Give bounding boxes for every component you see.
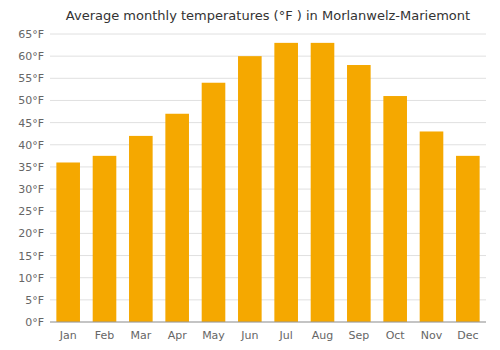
bars [56,43,479,322]
x-tick-label: Jan [59,329,77,342]
x-tick-label: Sep [348,329,369,342]
y-tick-label: 15°F [18,250,44,263]
x-tick-label: Feb [95,329,114,342]
grid-line [50,122,486,123]
x-axis-line [50,322,486,323]
y-tick-label: 20°F [18,227,44,240]
y-tick-label: 45°F [18,117,44,130]
y-tick-label: 55°F [18,72,44,85]
bar [274,43,298,322]
bar [238,56,262,322]
bar [456,156,480,322]
bar [420,131,444,322]
bar [93,156,117,322]
bar [56,162,80,322]
x-tick-label: Mar [130,329,151,342]
title: Average monthly temperatures (°F ) in Mo… [66,8,470,23]
x-tick-label: May [202,329,225,342]
x-tick-label: Aug [312,329,333,342]
y-tick-label: 10°F [18,272,44,285]
bar [165,114,189,322]
x-tick-label: Jun [240,329,258,342]
bar [311,43,335,322]
bar [129,136,153,322]
x-axis: Jan Feb Mar Apr May Jun Jul Aug Sep Oct Nov Dec [59,329,479,342]
grid-line [50,34,486,35]
grid-line [50,78,486,79]
grid-line [50,100,486,101]
y-tick-label: 65°F [18,28,44,41]
bar [383,96,407,322]
y-tick-label: 0°F [25,316,44,329]
y-axis: 0°F 5°F 10°F 15°F 20°F 25°F 30°F 35°F 40°F 45°F 50… [18,28,44,329]
bar [347,65,371,322]
x-tick-label: Jul [279,329,293,342]
y-tick-label: 35°F [18,161,44,174]
page: {"chart_data": {"type": "bar", "title": … [0,0,500,350]
grid-line [50,56,486,57]
y-tick-label: 5°F [25,294,44,307]
y-tick-label: 60°F [18,50,44,63]
y-tick-label: 40°F [18,139,44,152]
y-tick-label: 30°F [18,183,44,196]
y-tick-label: 50°F [18,94,44,107]
x-tick-label: Nov [421,329,443,342]
bar [202,83,226,322]
y-tick-label: 25°F [18,205,44,218]
chart: Average monthly temperatures (°F ) in Mo… [0,0,500,350]
grid [50,34,486,322]
x-tick-label: Oct [386,329,406,342]
x-tick-label: Apr [168,329,188,342]
x-tick-label: Dec [457,329,478,342]
grid-line [50,322,486,323]
